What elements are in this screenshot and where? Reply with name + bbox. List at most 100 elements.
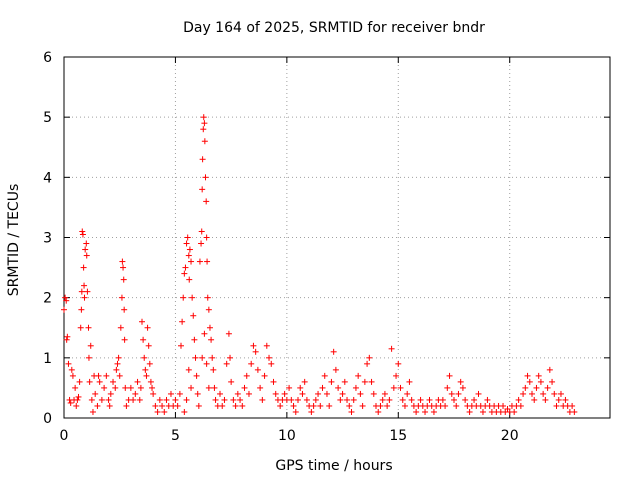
data-point — [61, 306, 67, 313]
data-point — [98, 396, 105, 403]
x-tick-label: 0 — [60, 428, 69, 444]
data-point — [295, 396, 301, 403]
data-point — [241, 384, 248, 391]
data-point — [401, 402, 408, 409]
data-point — [232, 402, 239, 409]
data-point — [112, 384, 119, 391]
y-tick-label: 1 — [43, 351, 52, 367]
data-point — [85, 324, 92, 331]
data-point — [535, 372, 542, 379]
data-point — [288, 396, 295, 403]
tick-labels: 0 5 10 15 20 0 1 2 3 4 5 6 — [43, 50, 519, 444]
data-point — [370, 390, 377, 397]
data-point — [268, 360, 275, 367]
data-point — [163, 396, 170, 403]
data-point — [145, 342, 152, 349]
data-point — [537, 378, 544, 385]
data-point — [179, 318, 186, 325]
data-point — [332, 366, 339, 373]
data-point — [184, 234, 191, 241]
data-point — [361, 378, 368, 385]
data-point — [272, 390, 279, 397]
data-point — [88, 396, 95, 403]
data-point — [176, 390, 183, 397]
data-point — [303, 396, 310, 403]
data-point — [172, 396, 179, 403]
data-point — [529, 390, 535, 397]
data-point — [430, 408, 437, 415]
data-point — [208, 336, 215, 343]
data-point — [152, 402, 159, 409]
data-point — [120, 276, 127, 283]
data-point — [317, 402, 324, 409]
y-tick-label: 2 — [43, 291, 52, 307]
data-point — [181, 408, 188, 415]
data-point — [359, 402, 366, 409]
data-point — [466, 408, 473, 415]
data-point — [341, 378, 348, 385]
data-point — [183, 240, 190, 247]
data-point — [531, 396, 538, 403]
data-point — [80, 264, 87, 271]
data-point — [217, 390, 223, 397]
data-point — [144, 324, 151, 331]
data-point — [379, 396, 386, 403]
data-point — [549, 378, 556, 385]
data-point — [167, 390, 174, 397]
axis-ticks — [63, 56, 610, 419]
data-point — [557, 390, 564, 397]
data-point — [451, 396, 457, 403]
data-point — [75, 393, 82, 400]
data-point — [555, 396, 562, 403]
data-point — [446, 372, 453, 379]
data-point — [121, 336, 128, 343]
data-point — [68, 366, 75, 373]
data-point — [471, 396, 478, 403]
data-point — [199, 354, 206, 361]
data-point — [159, 402, 166, 409]
data-point — [205, 384, 212, 391]
data-point — [553, 402, 560, 409]
data-point — [106, 402, 113, 409]
data-point — [192, 354, 199, 361]
data-point — [63, 297, 70, 304]
data-point — [301, 378, 308, 385]
data-point — [459, 384, 466, 391]
data-point — [346, 402, 353, 409]
data-point — [243, 372, 250, 379]
data-point — [150, 390, 157, 397]
data-point — [504, 405, 511, 412]
data-point — [328, 378, 335, 385]
data-point — [337, 396, 344, 403]
data-point — [417, 396, 424, 403]
data-point — [397, 384, 404, 391]
grid — [64, 57, 610, 418]
data-point — [114, 360, 121, 367]
data-point — [203, 234, 210, 241]
data-points — [61, 114, 578, 415]
data-point — [245, 390, 252, 397]
data-point — [335, 384, 342, 391]
data-point — [174, 402, 181, 409]
data-point — [190, 312, 197, 319]
data-point — [137, 384, 144, 391]
data-point — [270, 378, 277, 385]
data-point — [444, 384, 451, 391]
data-point — [352, 384, 359, 391]
data-point — [542, 396, 549, 403]
data-point — [89, 408, 96, 415]
data-point — [181, 270, 188, 277]
data-point — [230, 396, 237, 403]
data-point — [122, 384, 129, 391]
data-point — [323, 390, 330, 397]
data-point — [141, 354, 148, 361]
data-point — [202, 174, 209, 181]
data-point — [183, 396, 190, 403]
data-point — [204, 294, 211, 301]
data-point — [65, 360, 72, 367]
data-point — [364, 360, 371, 367]
data-point — [69, 372, 76, 379]
data-point — [81, 294, 88, 301]
data-point — [200, 126, 207, 133]
data-point — [117, 324, 124, 331]
